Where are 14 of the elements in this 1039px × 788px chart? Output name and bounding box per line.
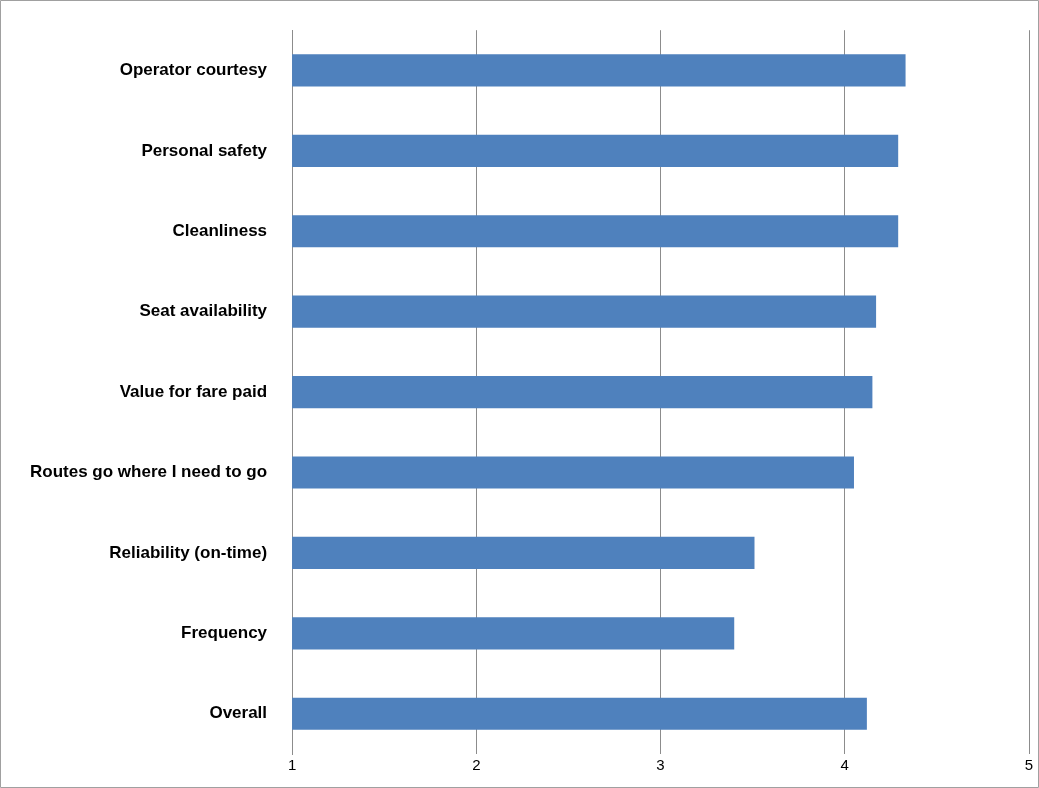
x-tick-label: 5	[1024, 756, 1034, 774]
y-tick-label: Personal safety	[141, 140, 268, 160]
y-tick-label: Seat availability	[139, 301, 268, 321]
x-tick-label: 3	[656, 756, 665, 774]
x-tick-label: 4	[840, 756, 849, 774]
y-tick-label: Value for fare paid	[119, 381, 268, 401]
x-tick-label: 2	[472, 756, 481, 774]
y-tick-label: Reliability (on-time)	[109, 542, 268, 562]
y-tick-label: Routes go where I need to go	[29, 462, 268, 482]
y-tick-label: Cleanliness	[172, 220, 268, 240]
y-tick-label: Frequency	[181, 623, 268, 643]
y-tick-label: Operator courtesy	[119, 60, 268, 80]
y-tick-label: Overall	[209, 703, 268, 723]
x-tick-label: 1	[287, 756, 297, 774]
